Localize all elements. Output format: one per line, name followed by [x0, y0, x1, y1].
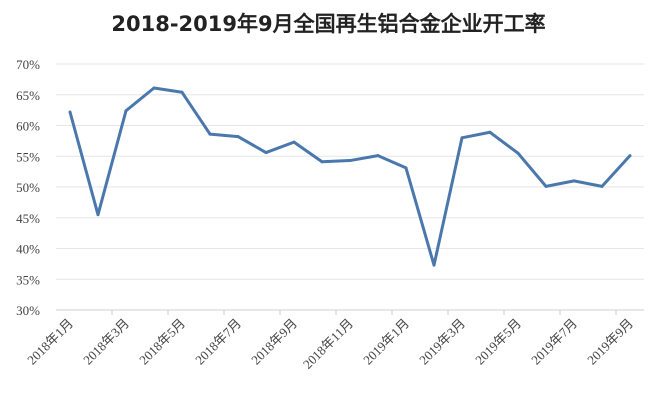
data-point: [320, 160, 324, 164]
x-tick-label: 2019年5月: [472, 316, 524, 368]
data-point: [376, 154, 380, 158]
x-tick-label: 2018年3月: [80, 316, 132, 368]
data-point: [208, 132, 212, 136]
y-tick-label: 70%: [16, 57, 40, 72]
chart-title: 2018-2019年9月全国再生铝合金企业开工率: [111, 12, 546, 36]
x-tick-label: 2019年7月: [528, 316, 580, 368]
data-point: [236, 135, 240, 139]
data-point: [124, 109, 128, 113]
x-tick-label: 2019年9月: [584, 316, 636, 368]
data-point: [516, 151, 520, 155]
x-tick-label: 2018年5月: [136, 316, 188, 368]
data-point: [96, 213, 100, 217]
x-tick-label: 2019年1月: [360, 316, 412, 368]
x-tick-label: 2019年3月: [416, 316, 468, 368]
y-tick-label: 35%: [16, 272, 40, 287]
x-tick-label: 2018年9月: [248, 316, 300, 368]
y-tick-label: 55%: [16, 149, 40, 164]
y-tick-label: 30%: [16, 303, 40, 318]
x-tick-label: 2018年11月: [300, 316, 356, 372]
y-tick-label: 45%: [16, 211, 40, 226]
y-tick-label: 40%: [16, 242, 40, 257]
data-point: [264, 151, 268, 155]
x-tick-label: 2018年1月: [24, 316, 76, 368]
data-line: [68, 86, 632, 267]
data-point: [488, 130, 492, 134]
data-point: [68, 110, 72, 114]
data-point: [600, 184, 604, 188]
data-point: [180, 90, 184, 94]
data-point: [544, 184, 548, 188]
data-point: [572, 179, 576, 183]
data-point: [432, 263, 436, 267]
x-tick-label: 2018年7月: [192, 316, 244, 368]
data-point: [460, 136, 464, 140]
y-tick-label: 65%: [16, 88, 40, 103]
data-point: [628, 154, 632, 158]
data-point: [152, 86, 156, 90]
y-tick-label: 60%: [16, 119, 40, 134]
data-point: [404, 166, 408, 170]
data-point: [292, 140, 296, 144]
y-tick-label: 50%: [16, 180, 40, 195]
data-point: [348, 159, 352, 163]
